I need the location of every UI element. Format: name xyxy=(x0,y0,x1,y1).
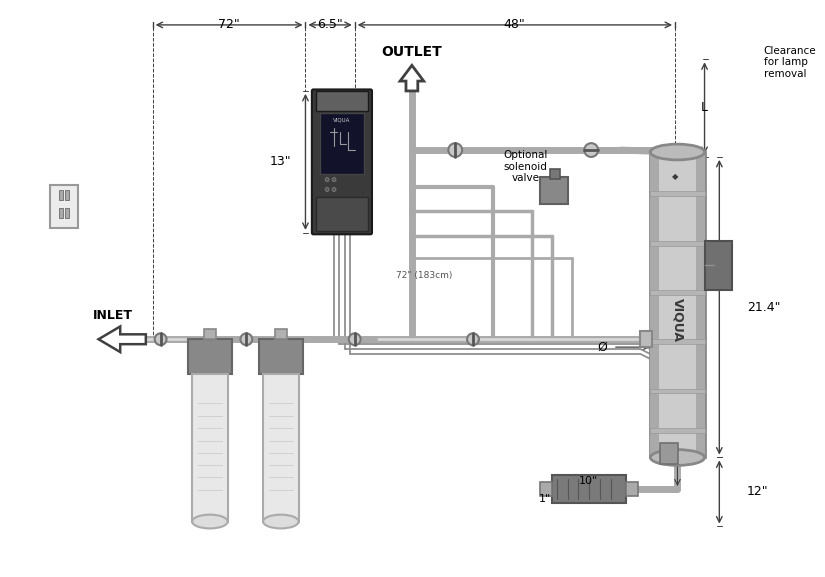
Text: VIQUA: VIQUA xyxy=(671,298,684,342)
Bar xyxy=(192,374,228,522)
Bar xyxy=(320,113,364,174)
FancyBboxPatch shape xyxy=(312,89,372,234)
Circle shape xyxy=(325,178,329,182)
Bar xyxy=(65,190,69,200)
Ellipse shape xyxy=(650,144,705,160)
Bar xyxy=(650,339,705,344)
Text: Clearance
for lamp
removal: Clearance for lamp removal xyxy=(764,46,816,79)
Text: Ø: Ø xyxy=(597,340,607,354)
Text: 48": 48" xyxy=(503,18,526,31)
Circle shape xyxy=(240,334,252,345)
Bar xyxy=(316,197,368,231)
Circle shape xyxy=(155,334,167,345)
Text: 6.5": 6.5" xyxy=(318,18,343,31)
Circle shape xyxy=(349,334,361,345)
Bar xyxy=(549,169,559,179)
Circle shape xyxy=(584,143,598,157)
Ellipse shape xyxy=(650,449,705,466)
Bar xyxy=(204,329,216,339)
Text: 13": 13" xyxy=(270,155,292,168)
Text: 72" (183cm): 72" (183cm) xyxy=(395,271,452,280)
Bar xyxy=(625,482,638,496)
Ellipse shape xyxy=(192,515,228,529)
Bar xyxy=(650,152,705,458)
Bar xyxy=(650,152,659,458)
Bar xyxy=(650,192,705,196)
Bar xyxy=(188,339,232,374)
Bar xyxy=(59,190,63,200)
Bar xyxy=(552,475,625,503)
Bar xyxy=(650,290,705,295)
Bar xyxy=(540,177,568,204)
Circle shape xyxy=(448,143,462,157)
Text: 1": 1" xyxy=(539,494,551,504)
Text: 72": 72" xyxy=(218,18,239,31)
Bar xyxy=(59,208,63,218)
Circle shape xyxy=(325,188,329,192)
Bar xyxy=(650,428,705,433)
Text: 12": 12" xyxy=(747,485,769,499)
Bar xyxy=(65,208,69,218)
Bar xyxy=(695,152,705,458)
Circle shape xyxy=(467,334,478,345)
Polygon shape xyxy=(400,65,424,91)
Text: VIQUA: VIQUA xyxy=(333,117,351,122)
Bar xyxy=(275,329,287,339)
Bar xyxy=(259,339,303,374)
Text: OUTLET: OUTLET xyxy=(381,44,442,58)
Text: ◆: ◆ xyxy=(672,172,679,181)
Polygon shape xyxy=(98,327,146,352)
Text: L: L xyxy=(701,101,708,114)
Text: INLET: INLET xyxy=(93,309,134,322)
Bar xyxy=(263,374,299,522)
Bar xyxy=(540,482,552,496)
Ellipse shape xyxy=(263,515,299,529)
Text: Optional
solenoid
valve: Optional solenoid valve xyxy=(503,150,548,183)
Bar xyxy=(640,331,653,347)
Bar xyxy=(50,185,78,228)
Circle shape xyxy=(332,188,336,192)
Text: 10": 10" xyxy=(578,476,598,486)
Bar xyxy=(316,91,368,111)
Text: 21.4": 21.4" xyxy=(747,301,780,314)
Circle shape xyxy=(332,178,336,182)
Bar xyxy=(650,241,705,246)
Bar xyxy=(705,241,732,290)
Bar xyxy=(650,388,705,394)
Bar xyxy=(660,443,678,464)
